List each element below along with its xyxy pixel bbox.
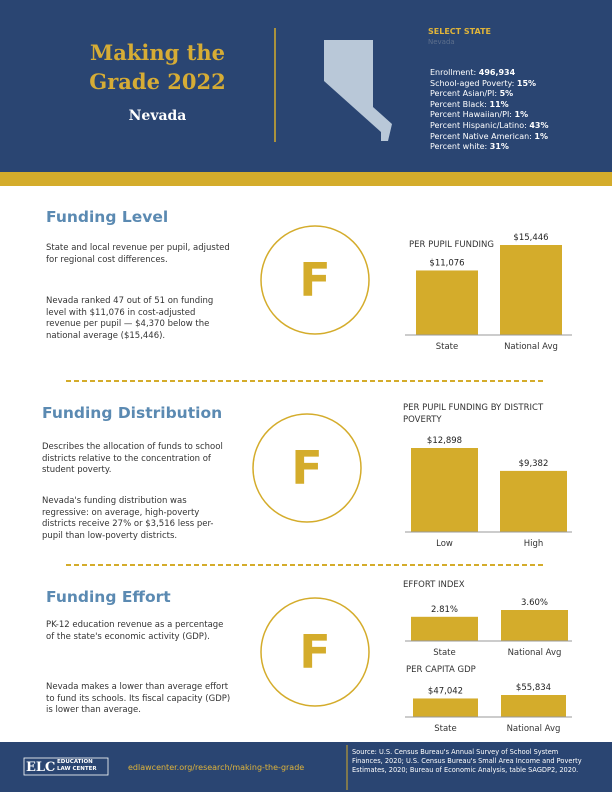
chart-title: EFFORT INDEX [403,580,465,590]
grade-circle [260,597,370,707]
stat-row: Percent Native American: 1% [430,132,549,143]
section-description: State and local revenue per pupil, adjus… [46,243,230,265]
bar [501,695,566,717]
section-title: Funding Level [46,208,169,226]
category-label: Low [436,539,453,549]
grade: F [299,625,330,679]
stat-label: School-aged Poverty: [430,78,515,88]
section-title: Funding Distribution [42,404,223,422]
category-label: National Avg [507,724,561,734]
stat-row: Percent Hawaiian/PI: 1% [430,110,549,121]
value-label: $55,834 [516,683,551,693]
logo-text: EDUCATION LAW CENTER [57,759,97,772]
stat-row: Percent Black: 11% [430,100,549,111]
stat-row: Percent white: 31% [430,142,549,153]
select-label: SELECT STATE [428,27,491,36]
section-detail: Nevada ranked 47 out of 51 on funding le… [46,296,214,341]
title: Making the Grade 2022 [89,40,226,94]
stat-value: 496,934 [478,68,516,77]
category-label: State [434,724,457,734]
footer-source: Source: U.S. Census Bureau's Annual Surv… [352,748,582,774]
value-label: $15,446 [513,233,548,243]
state-name: Nevada [128,108,187,124]
stat-value: 15% [516,78,537,88]
stat-label: Percent Native American: [430,131,532,141]
chart-title: PER PUPIL FUNDING BY DISTRICT POVERTY [403,403,544,425]
section-title: Funding Effort [46,588,171,606]
gold-band [0,172,612,186]
bar [411,448,478,532]
chart-title: PER CAPITA GDP [406,665,476,675]
stat-row: Percent Asian/PI: 5% [430,89,549,100]
value-label: 3.60% [521,598,548,608]
value-label: $9,382 [519,459,549,469]
value-label: $12,898 [427,436,462,446]
category-label: State [433,648,456,658]
section-detail: Nevada's funding distribution was regres… [42,496,214,541]
section-description: PK-12 education revenue as a percentage … [46,620,224,642]
stat-label: Percent Hawaiian/PI: [430,110,512,120]
logo-box [23,757,109,776]
stat-value: 1% [514,110,529,120]
stats: Enrollment: 496,934 School-aged Poverty: … [430,68,549,153]
logo: ELC [26,760,56,775]
bar [411,616,478,641]
bar [500,245,562,335]
stat-row: Enrollment: 496,934 [430,68,549,79]
state-shape [324,40,392,141]
select-value[interactable]: Nevada [428,38,455,46]
category-label: National Avg [508,648,562,658]
stat-row: School-aged Poverty: 15% [430,79,549,90]
stat-label: Enrollment: [430,68,477,77]
stat-value: 5% [499,89,514,99]
stat-value: 43% [529,120,549,130]
grade: F [299,253,330,307]
footer-url[interactable]: edlawcenter.org/research/making-the-grad… [128,763,305,772]
stat-value: 11% [489,99,509,109]
section-detail: Nevada makes a lower than average effort… [46,682,231,715]
header-band [0,0,612,172]
value-label: 2.81% [431,605,458,615]
bar [500,470,567,532]
grade-circle [260,225,370,335]
category-label: National Avg [504,342,558,352]
footer-band [0,742,612,792]
grade: F [291,441,322,495]
stat-value: 1% [534,131,548,141]
bar [501,610,568,641]
value-label: $11,076 [429,258,464,268]
grade-circle [252,413,362,523]
stat-label: Percent Black: [430,99,487,109]
section-description: Describes the allocation of funds to sch… [42,442,223,475]
stat-label: Percent Hispanic/Latino: [430,120,527,130]
stat-label: Percent white: [430,142,488,152]
category-label: High [524,539,544,549]
category-label: State [436,342,459,352]
stat-value: 31% [489,142,509,152]
stat-label: Percent Asian/PI: [430,89,498,99]
value-label: $47,042 [428,686,463,696]
bar [416,270,478,335]
stat-row: Percent Hispanic/Latino: 43% [430,121,549,132]
bar [413,698,478,717]
chart-title: PER PUPIL FUNDING [409,240,494,250]
